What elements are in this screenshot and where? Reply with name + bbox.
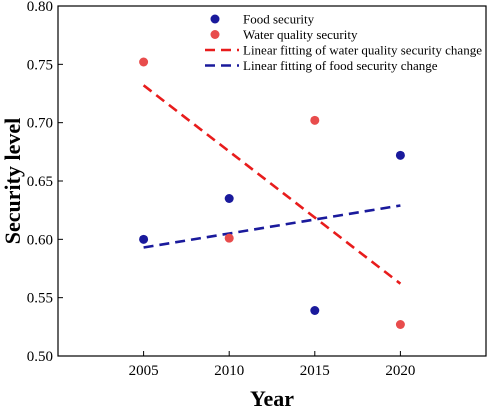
y-tick-label: 0.70 bbox=[27, 116, 53, 132]
data-point bbox=[310, 115, 320, 125]
fit-lines bbox=[142, 84, 402, 285]
legend-label: Food security bbox=[243, 12, 315, 27]
data-point bbox=[224, 233, 234, 243]
x-axis: 2005 2010 2015 2020 bbox=[129, 351, 415, 379]
data-point bbox=[139, 57, 149, 67]
data-points bbox=[139, 57, 405, 329]
y-tick-label: 0.65 bbox=[27, 174, 53, 190]
y-tick-label: 0.55 bbox=[27, 291, 53, 307]
x-tick-label: 2015 bbox=[300, 363, 330, 379]
legend-label: Linear fitting of food security change bbox=[243, 58, 438, 73]
fit-line bbox=[143, 204, 401, 249]
data-point bbox=[395, 320, 405, 329]
data-point bbox=[310, 306, 320, 315]
data-point bbox=[224, 194, 234, 203]
y-tick-label: 0.60 bbox=[27, 232, 53, 248]
y-axis-title: Security level bbox=[0, 118, 25, 244]
y-tick-label: 0.75 bbox=[27, 57, 53, 73]
fit-line bbox=[142, 84, 402, 285]
x-tick-label: 2005 bbox=[129, 363, 159, 379]
x-axis-title: Year bbox=[250, 386, 294, 411]
data-point bbox=[139, 234, 149, 244]
legend-marker bbox=[210, 14, 220, 24]
x-tick-label: 2010 bbox=[214, 363, 244, 379]
legend-label: Water quality security bbox=[243, 27, 358, 42]
y-tick-label: 0.50 bbox=[27, 349, 53, 365]
legend-label: Linear fitting of water quality security… bbox=[243, 43, 482, 58]
y-tick-label: 0.80 bbox=[27, 0, 53, 15]
legend-marker bbox=[210, 30, 220, 39]
data-point bbox=[395, 150, 405, 160]
y-axis: 0.50 0.55 0.60 0.65 0.70 0.75 0.80 bbox=[27, 0, 63, 365]
x-tick-label: 2020 bbox=[385, 363, 415, 379]
